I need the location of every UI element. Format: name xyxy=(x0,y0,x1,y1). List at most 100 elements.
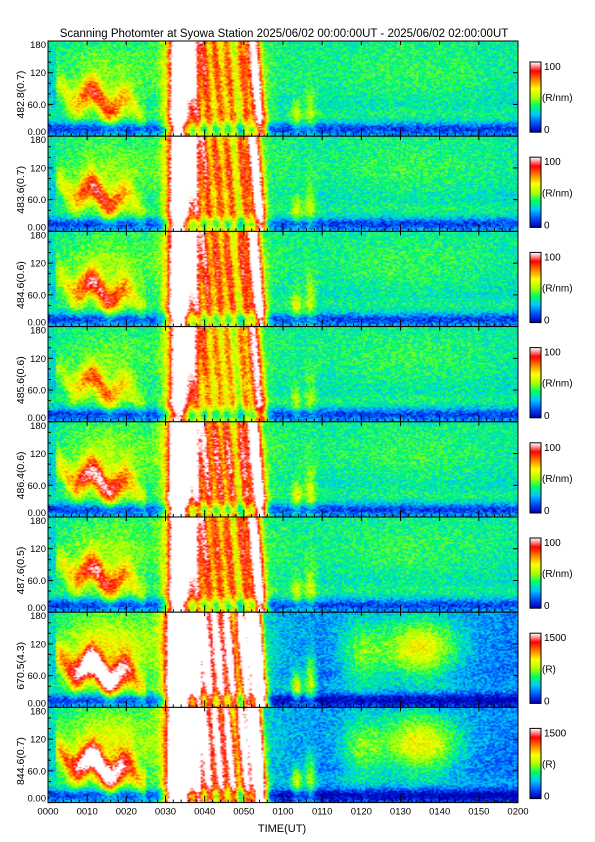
colorbar-min-label: 0 xyxy=(544,125,550,136)
x-tick-label: 0010 xyxy=(77,807,98,818)
x-tick-label: 0110 xyxy=(312,807,332,818)
colorbar-max-label: 100 xyxy=(544,252,561,263)
colorbar-unit-label: (R/nm) xyxy=(542,474,573,485)
colorbar-frame xyxy=(529,632,542,704)
y-tick-label: 180 xyxy=(30,421,46,432)
x-tick-label: 0150 xyxy=(468,807,489,818)
colorbar xyxy=(530,157,541,228)
y-tick-label: 60.0 xyxy=(28,386,47,397)
colorbar xyxy=(530,347,541,418)
x-tick-label: 0100 xyxy=(272,807,293,818)
colorbar-max-label: 100 xyxy=(544,443,561,454)
colorbar-min-label: 0 xyxy=(544,696,550,707)
y-tick-label: 0.00 xyxy=(28,318,47,329)
panel-ylabel: 844.6(0.7) xyxy=(15,737,27,785)
colorbar-frame xyxy=(529,537,542,609)
x-tick-label: 0140 xyxy=(429,807,450,818)
panel-ylabel: 486.4(0.6) xyxy=(15,451,27,499)
colorbar-frame xyxy=(529,61,542,133)
colorbar-frame xyxy=(529,442,542,514)
y-tick-label: 0.00 xyxy=(28,698,47,709)
colorbar-frame xyxy=(529,347,542,419)
y-tick-label: 180 xyxy=(30,706,46,717)
colorbar-max-label: 100 xyxy=(544,62,561,73)
panel-6: 0.00 60.0 120 180 670.5(4.3) 1500 (R) 0 xyxy=(15,611,567,709)
panel-2: 0.00 60.0 120 180 484.6(0.6) 100 (R/nm) 0 xyxy=(15,230,573,328)
x-tick-label: 0120 xyxy=(351,807,372,818)
y-tick-label: 60.0 xyxy=(28,100,47,111)
y-tick-label: 120 xyxy=(30,449,46,460)
x-tick-label: 0200 xyxy=(507,807,528,818)
panel-0: 0.00 60.0 120 180 482.8(0.7) 100 (R/nm) 0 xyxy=(15,40,573,138)
panel-3: 0.00 60.0 120 180 485.6(0.6) 100 (R/nm) 0 xyxy=(15,326,573,424)
x-tick-label: 0000 xyxy=(37,807,58,818)
panel-1: 0.00 60.0 120 180 483.6(0.7) 100 (R/nm) 0 xyxy=(15,135,573,233)
colorbar-unit-label: (R/nm) xyxy=(542,188,573,199)
colorbar xyxy=(530,62,541,133)
y-tick-label: 120 xyxy=(30,259,46,270)
x-axis-label: TIME(UT) xyxy=(258,823,306,835)
y-tick-label: 0.00 xyxy=(28,127,47,138)
y-tick-label: 180 xyxy=(30,135,46,146)
colorbar-min-label: 0 xyxy=(544,506,550,517)
x-tick-label: 0030 xyxy=(155,807,176,818)
panel-7: 0.00 60.0 120 180 844.6(0.7) 1500 (R) 0 xyxy=(15,706,567,804)
y-tick-label: 120 xyxy=(30,639,46,650)
colorbar-unit-label: (R/nm) xyxy=(542,569,573,580)
y-tick-label: 0.00 xyxy=(28,222,47,233)
heatmap-image xyxy=(48,41,518,137)
y-tick-label: 180 xyxy=(30,611,46,622)
colorbar-max-label: 1500 xyxy=(544,728,567,739)
colorbar-unit-label: (R/nm) xyxy=(542,284,573,295)
y-tick-label: 180 xyxy=(30,516,46,527)
y-tick-label: 120 xyxy=(30,68,46,79)
y-tick-label: 60.0 xyxy=(28,576,47,587)
x-tick-label: 0040 xyxy=(194,807,215,818)
heatmap-image xyxy=(48,707,518,803)
colorbar-max-label: 100 xyxy=(544,538,561,549)
panel-4: 0.00 60.0 120 180 486.4(0.6) 100 (R/nm) 0 xyxy=(15,421,573,519)
panel-ylabel: 670.5(4.3) xyxy=(15,642,27,690)
colorbar-min-label: 0 xyxy=(544,220,550,231)
heatmap-image xyxy=(48,326,518,422)
y-tick-label: 120 xyxy=(30,735,46,746)
panels: 0.00 60.0 120 180 482.8(0.7) 100 (R/nm) 0 0.00 60… xyxy=(15,40,573,805)
colorbar xyxy=(530,252,541,323)
panel-ylabel: 482.8(0.7) xyxy=(15,71,27,119)
colorbar-max-label: 100 xyxy=(544,157,561,168)
panel-ylabel: 484.6(0.6) xyxy=(15,261,27,309)
colorbar-unit-label: (R) xyxy=(542,760,556,771)
y-tick-label: 60.0 xyxy=(28,290,47,301)
panel-ylabel: 485.6(0.6) xyxy=(15,356,27,404)
y-tick-label: 180 xyxy=(30,40,46,51)
colorbar-frame xyxy=(529,156,542,228)
colorbar-min-label: 0 xyxy=(544,316,550,327)
colorbar-unit-label: (R) xyxy=(542,664,556,675)
x-axis: 0000 0010 0020 0030 0040 0050 0100 0110 0120 0130… xyxy=(37,807,528,818)
colorbar-unit-label: (R/nm) xyxy=(542,93,573,104)
colorbar xyxy=(530,728,541,799)
panel-ylabel: 487.6(0.5) xyxy=(15,547,27,595)
x-tick-label: 0130 xyxy=(390,807,411,818)
colorbar xyxy=(530,538,541,609)
heatmap-image xyxy=(48,231,518,327)
y-tick-label: 60.0 xyxy=(28,481,47,492)
y-tick-label: 60.0 xyxy=(28,195,47,206)
colorbar-min-label: 0 xyxy=(544,601,550,612)
y-tick-label: 0.00 xyxy=(28,413,47,424)
chart-title: Scanning Photomter at Syowa Station 2025… xyxy=(60,28,509,40)
colorbar-frame xyxy=(529,251,542,324)
y-tick-label: 0.00 xyxy=(28,508,47,519)
x-tick-label: 0050 xyxy=(233,807,254,818)
panel-5: 0.00 60.0 120 180 487.6(0.5) 100 (R/nm) 0 xyxy=(15,516,573,614)
y-tick-label: 120 xyxy=(30,354,46,365)
colorbar-max-label: 1500 xyxy=(544,633,567,644)
y-tick-label: 180 xyxy=(30,230,46,241)
y-tick-label: 60.0 xyxy=(28,671,47,682)
colorbar-unit-label: (R/nm) xyxy=(542,379,573,390)
colorbar-min-label: 0 xyxy=(544,411,550,422)
heatmap-image xyxy=(48,517,518,613)
heatmap-image xyxy=(48,136,518,232)
y-tick-label: 0.00 xyxy=(28,603,47,614)
